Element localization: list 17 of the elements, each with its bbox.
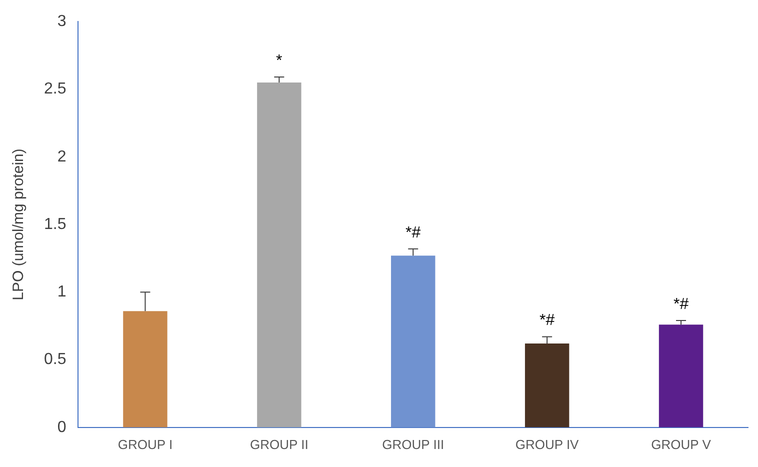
annotation: *#: [406, 224, 421, 242]
y-tick-label: 2.5: [44, 80, 66, 98]
x-tick-label: GROUP V: [651, 436, 712, 452]
y-tick-label: 1.5: [44, 216, 66, 233]
y-tick-label: 3: [57, 13, 66, 30]
y-tick-label: 2: [57, 148, 66, 166]
annotation: *#: [540, 312, 555, 330]
y-tick-label: 1: [57, 284, 66, 301]
x-tick-label: GROUP IV: [515, 436, 580, 452]
x-tick-label: GROUP II: [250, 436, 308, 452]
x-tick-label: GROUP III: [382, 436, 444, 452]
x-tick-label: GROUP I: [118, 436, 173, 452]
y-axis-title: LPO (umol/mg protein): [10, 148, 28, 300]
y-tick-label: 0: [57, 418, 66, 436]
annotation: *#: [673, 296, 689, 313]
y-tick-label: 0.5: [44, 351, 66, 368]
annotation: *: [276, 52, 282, 70]
